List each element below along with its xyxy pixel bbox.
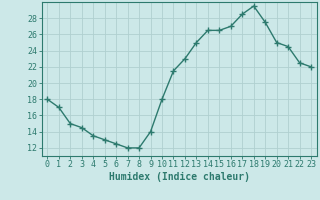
X-axis label: Humidex (Indice chaleur): Humidex (Indice chaleur) — [109, 172, 250, 182]
